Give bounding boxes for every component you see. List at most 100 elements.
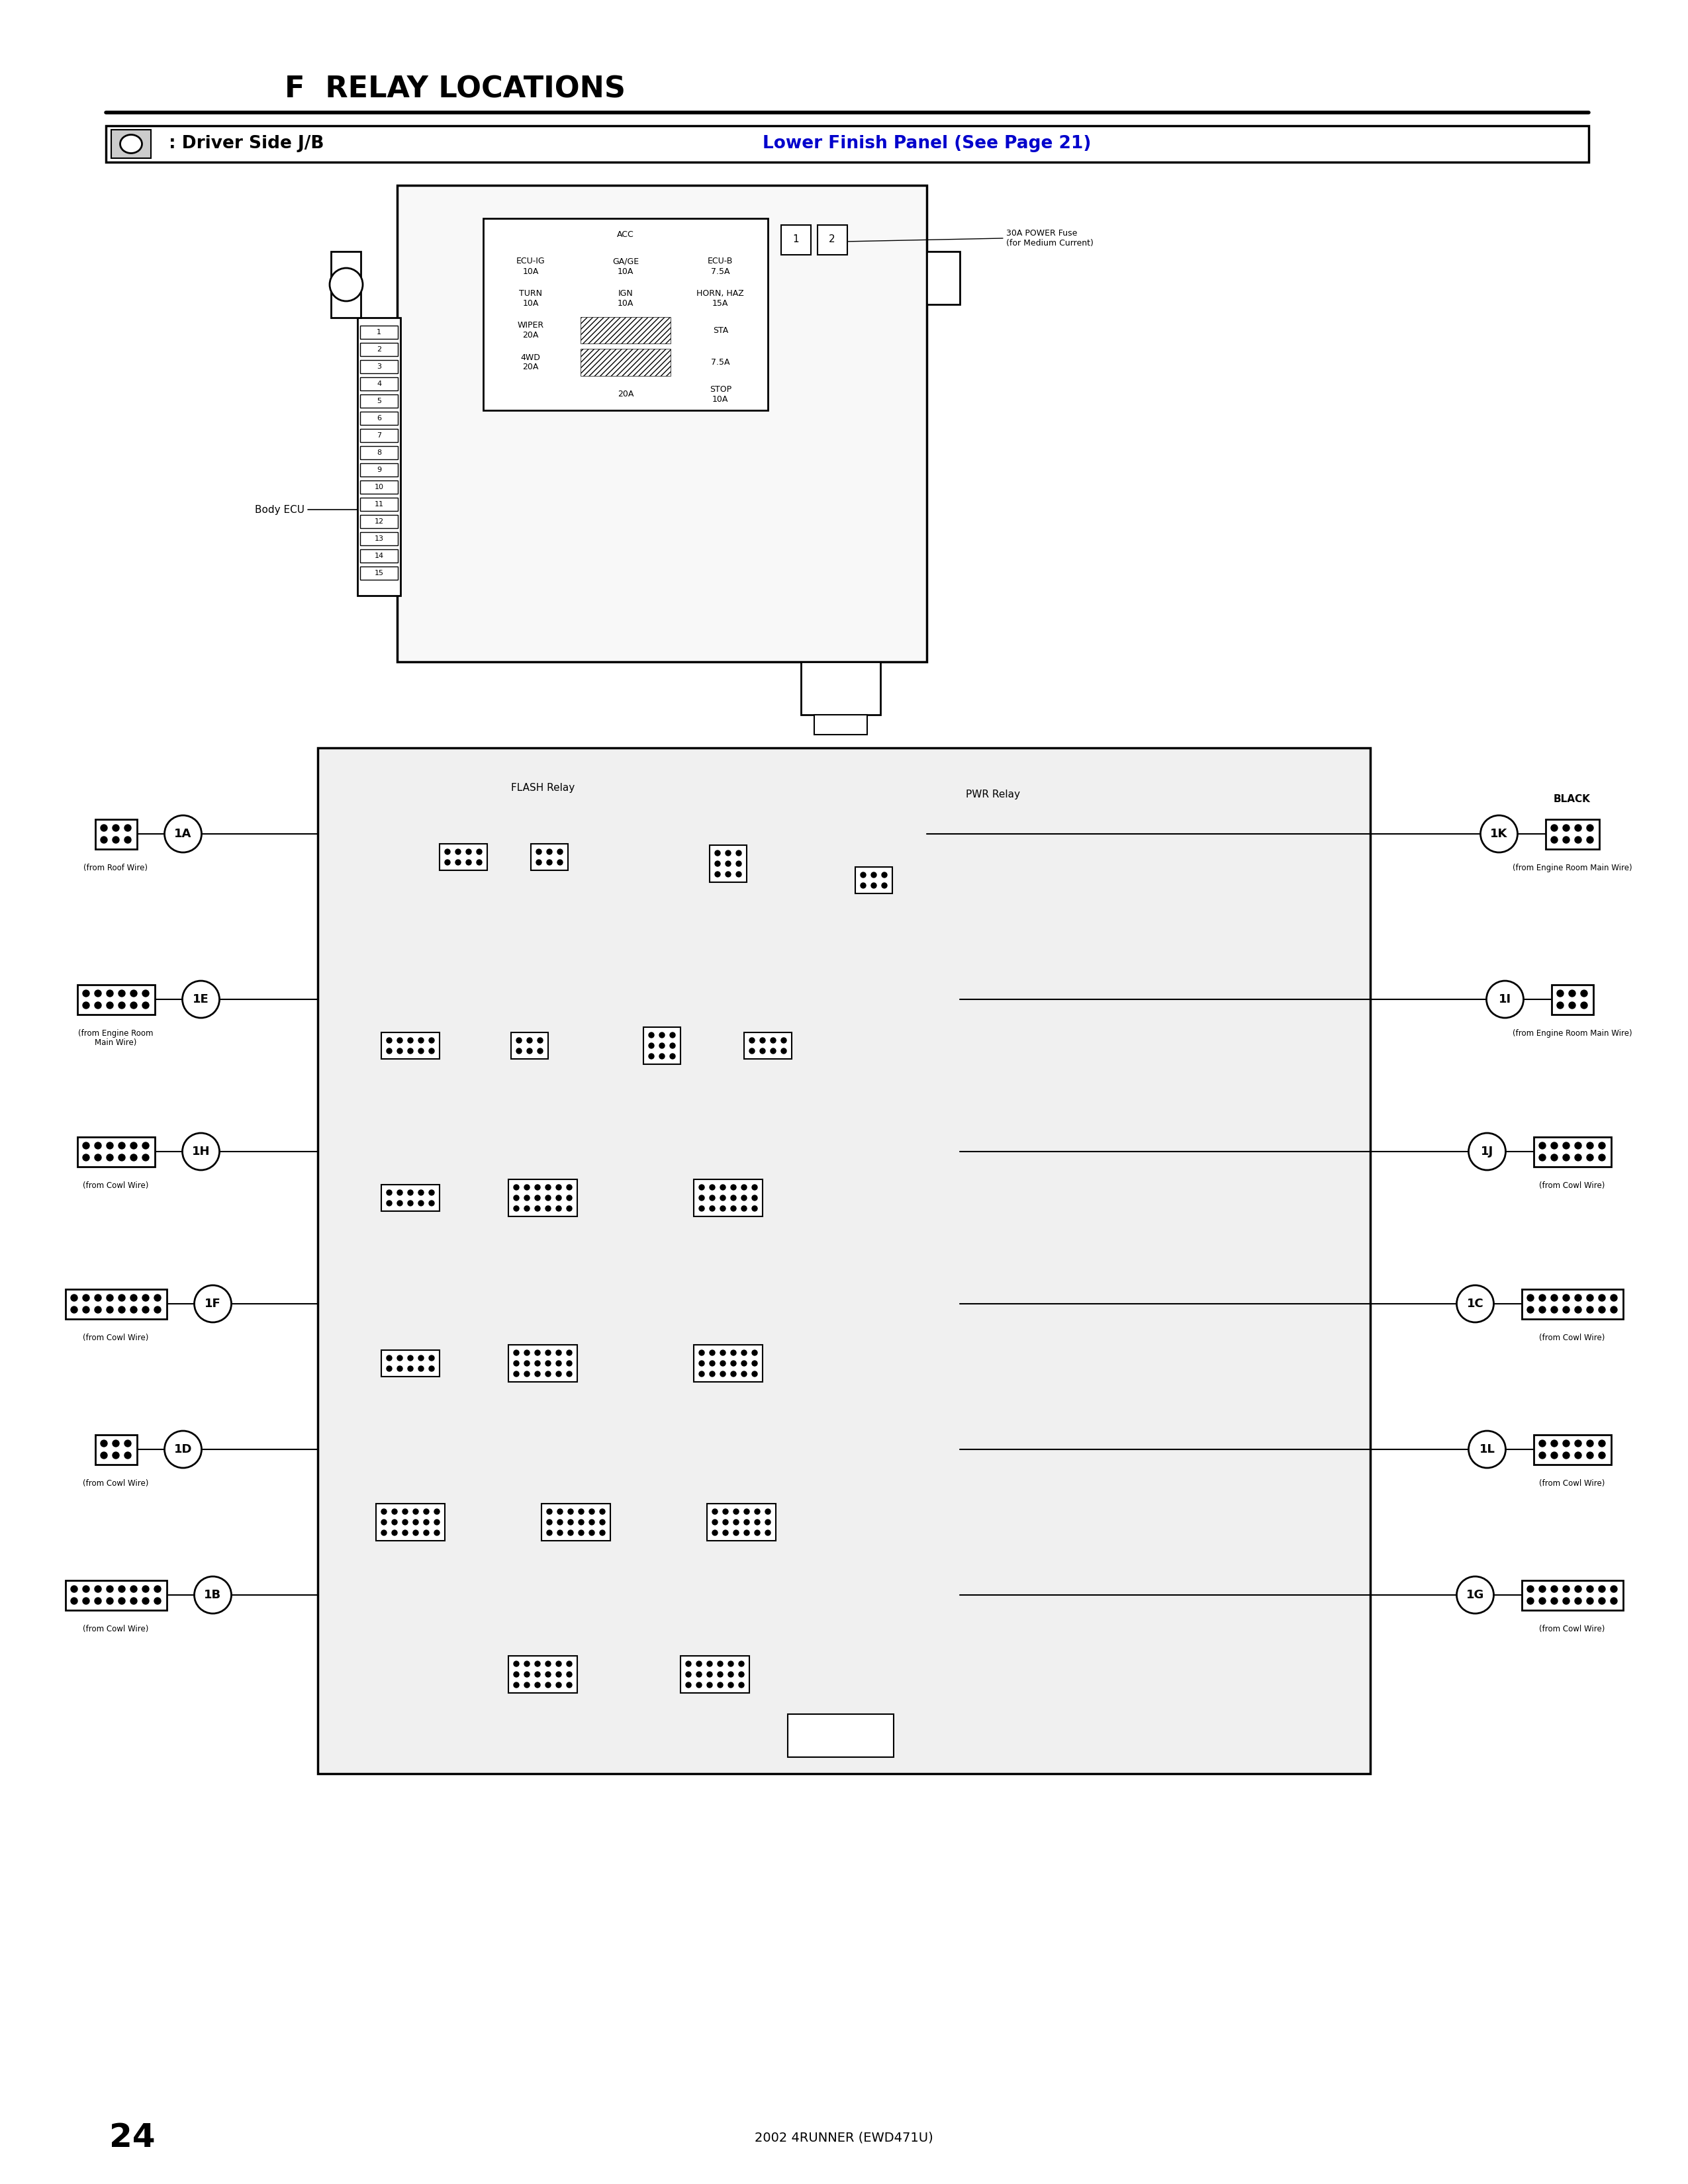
Circle shape <box>1575 1452 1582 1459</box>
Circle shape <box>387 1048 392 1053</box>
Circle shape <box>699 1184 704 1190</box>
Text: (from Cowl Wire): (from Cowl Wire) <box>83 1625 149 1634</box>
Text: 15: 15 <box>375 570 383 577</box>
Circle shape <box>1580 989 1587 996</box>
Circle shape <box>728 1682 734 1688</box>
Circle shape <box>525 1671 530 1677</box>
Circle shape <box>709 1350 716 1356</box>
Circle shape <box>118 989 125 996</box>
Circle shape <box>106 1002 113 1009</box>
Circle shape <box>599 1509 604 1514</box>
Text: (from Engine Room Main Wire): (from Engine Room Main Wire) <box>1512 863 1632 871</box>
Circle shape <box>1528 1295 1534 1302</box>
Circle shape <box>567 1509 574 1514</box>
Circle shape <box>751 1184 758 1190</box>
Circle shape <box>1587 1586 1593 1592</box>
Circle shape <box>1599 1295 1605 1302</box>
Bar <box>1521 1289 1622 1319</box>
Bar <box>532 843 567 869</box>
Circle shape <box>721 1195 726 1201</box>
Text: 4: 4 <box>376 380 381 387</box>
Text: 13: 13 <box>375 535 383 542</box>
Circle shape <box>1599 1452 1605 1459</box>
Circle shape <box>861 871 866 878</box>
Circle shape <box>555 1206 562 1212</box>
Circle shape <box>555 1682 562 1688</box>
Circle shape <box>408 1037 414 1044</box>
Text: IGN
10A: IGN 10A <box>618 288 633 308</box>
Circle shape <box>567 1195 572 1201</box>
Bar <box>360 515 398 529</box>
Circle shape <box>525 1184 530 1190</box>
Text: (from Engine Room
Main Wire): (from Engine Room Main Wire) <box>78 1029 154 1048</box>
Circle shape <box>721 1361 726 1365</box>
Text: 2002 4RUNNER (EWD471U): 2002 4RUNNER (EWD471U) <box>755 2132 933 2145</box>
Circle shape <box>1610 1306 1617 1313</box>
Circle shape <box>599 1531 604 1535</box>
Circle shape <box>567 1520 574 1524</box>
Circle shape <box>765 1531 770 1535</box>
Text: 1E: 1E <box>192 994 209 1005</box>
Circle shape <box>130 1599 137 1605</box>
Circle shape <box>83 1142 89 1149</box>
Circle shape <box>744 1520 749 1524</box>
Circle shape <box>95 1586 101 1592</box>
Circle shape <box>95 989 101 996</box>
Bar <box>1545 819 1599 850</box>
Circle shape <box>525 1372 530 1376</box>
Circle shape <box>387 1190 392 1195</box>
Circle shape <box>751 1195 758 1201</box>
Circle shape <box>1457 1577 1494 1614</box>
Circle shape <box>392 1509 397 1514</box>
Circle shape <box>476 860 481 865</box>
Text: Lower Finish Panel (See Page 21): Lower Finish Panel (See Page 21) <box>763 135 1090 153</box>
Circle shape <box>545 1671 550 1677</box>
Circle shape <box>387 1356 392 1361</box>
Circle shape <box>589 1509 594 1514</box>
Bar <box>397 186 927 662</box>
Ellipse shape <box>120 135 142 153</box>
Text: 1D: 1D <box>174 1444 192 1455</box>
Bar <box>802 662 881 714</box>
Bar <box>680 1655 749 1693</box>
Bar <box>360 325 398 339</box>
Circle shape <box>527 1048 532 1053</box>
Bar <box>542 1503 611 1540</box>
Circle shape <box>728 1662 734 1666</box>
Circle shape <box>731 1184 736 1190</box>
Circle shape <box>1528 1599 1534 1605</box>
Circle shape <box>861 882 866 889</box>
Circle shape <box>709 1372 716 1376</box>
Text: 1: 1 <box>792 234 798 245</box>
Text: 4WD
20A: 4WD 20A <box>522 354 540 371</box>
Circle shape <box>1587 1452 1593 1459</box>
Circle shape <box>446 860 451 865</box>
Circle shape <box>648 1033 653 1037</box>
Circle shape <box>557 1509 562 1514</box>
Circle shape <box>1587 826 1593 832</box>
Circle shape <box>424 1531 429 1535</box>
Text: HORN, HAZ
15A: HORN, HAZ 15A <box>697 288 744 308</box>
Circle shape <box>547 1509 552 1514</box>
Circle shape <box>1599 1306 1605 1313</box>
Text: Body ECU: Body ECU <box>255 505 304 515</box>
Bar <box>782 225 810 256</box>
Circle shape <box>182 1133 219 1171</box>
Circle shape <box>1551 1295 1558 1302</box>
Circle shape <box>513 1682 518 1688</box>
Circle shape <box>555 1184 562 1190</box>
Circle shape <box>545 1372 550 1376</box>
Circle shape <box>106 1306 113 1313</box>
Circle shape <box>142 1586 149 1592</box>
Text: (from Cowl Wire): (from Cowl Wire) <box>83 1479 149 1487</box>
Circle shape <box>429 1365 434 1372</box>
Circle shape <box>397 1037 402 1044</box>
Circle shape <box>434 1509 439 1514</box>
Circle shape <box>755 1531 760 1535</box>
Circle shape <box>1587 1153 1593 1162</box>
Circle shape <box>446 850 451 854</box>
Bar <box>788 1714 893 1758</box>
Text: GA/GE
10A: GA/GE 10A <box>613 258 638 275</box>
Circle shape <box>118 1142 125 1149</box>
Circle shape <box>1487 981 1524 1018</box>
